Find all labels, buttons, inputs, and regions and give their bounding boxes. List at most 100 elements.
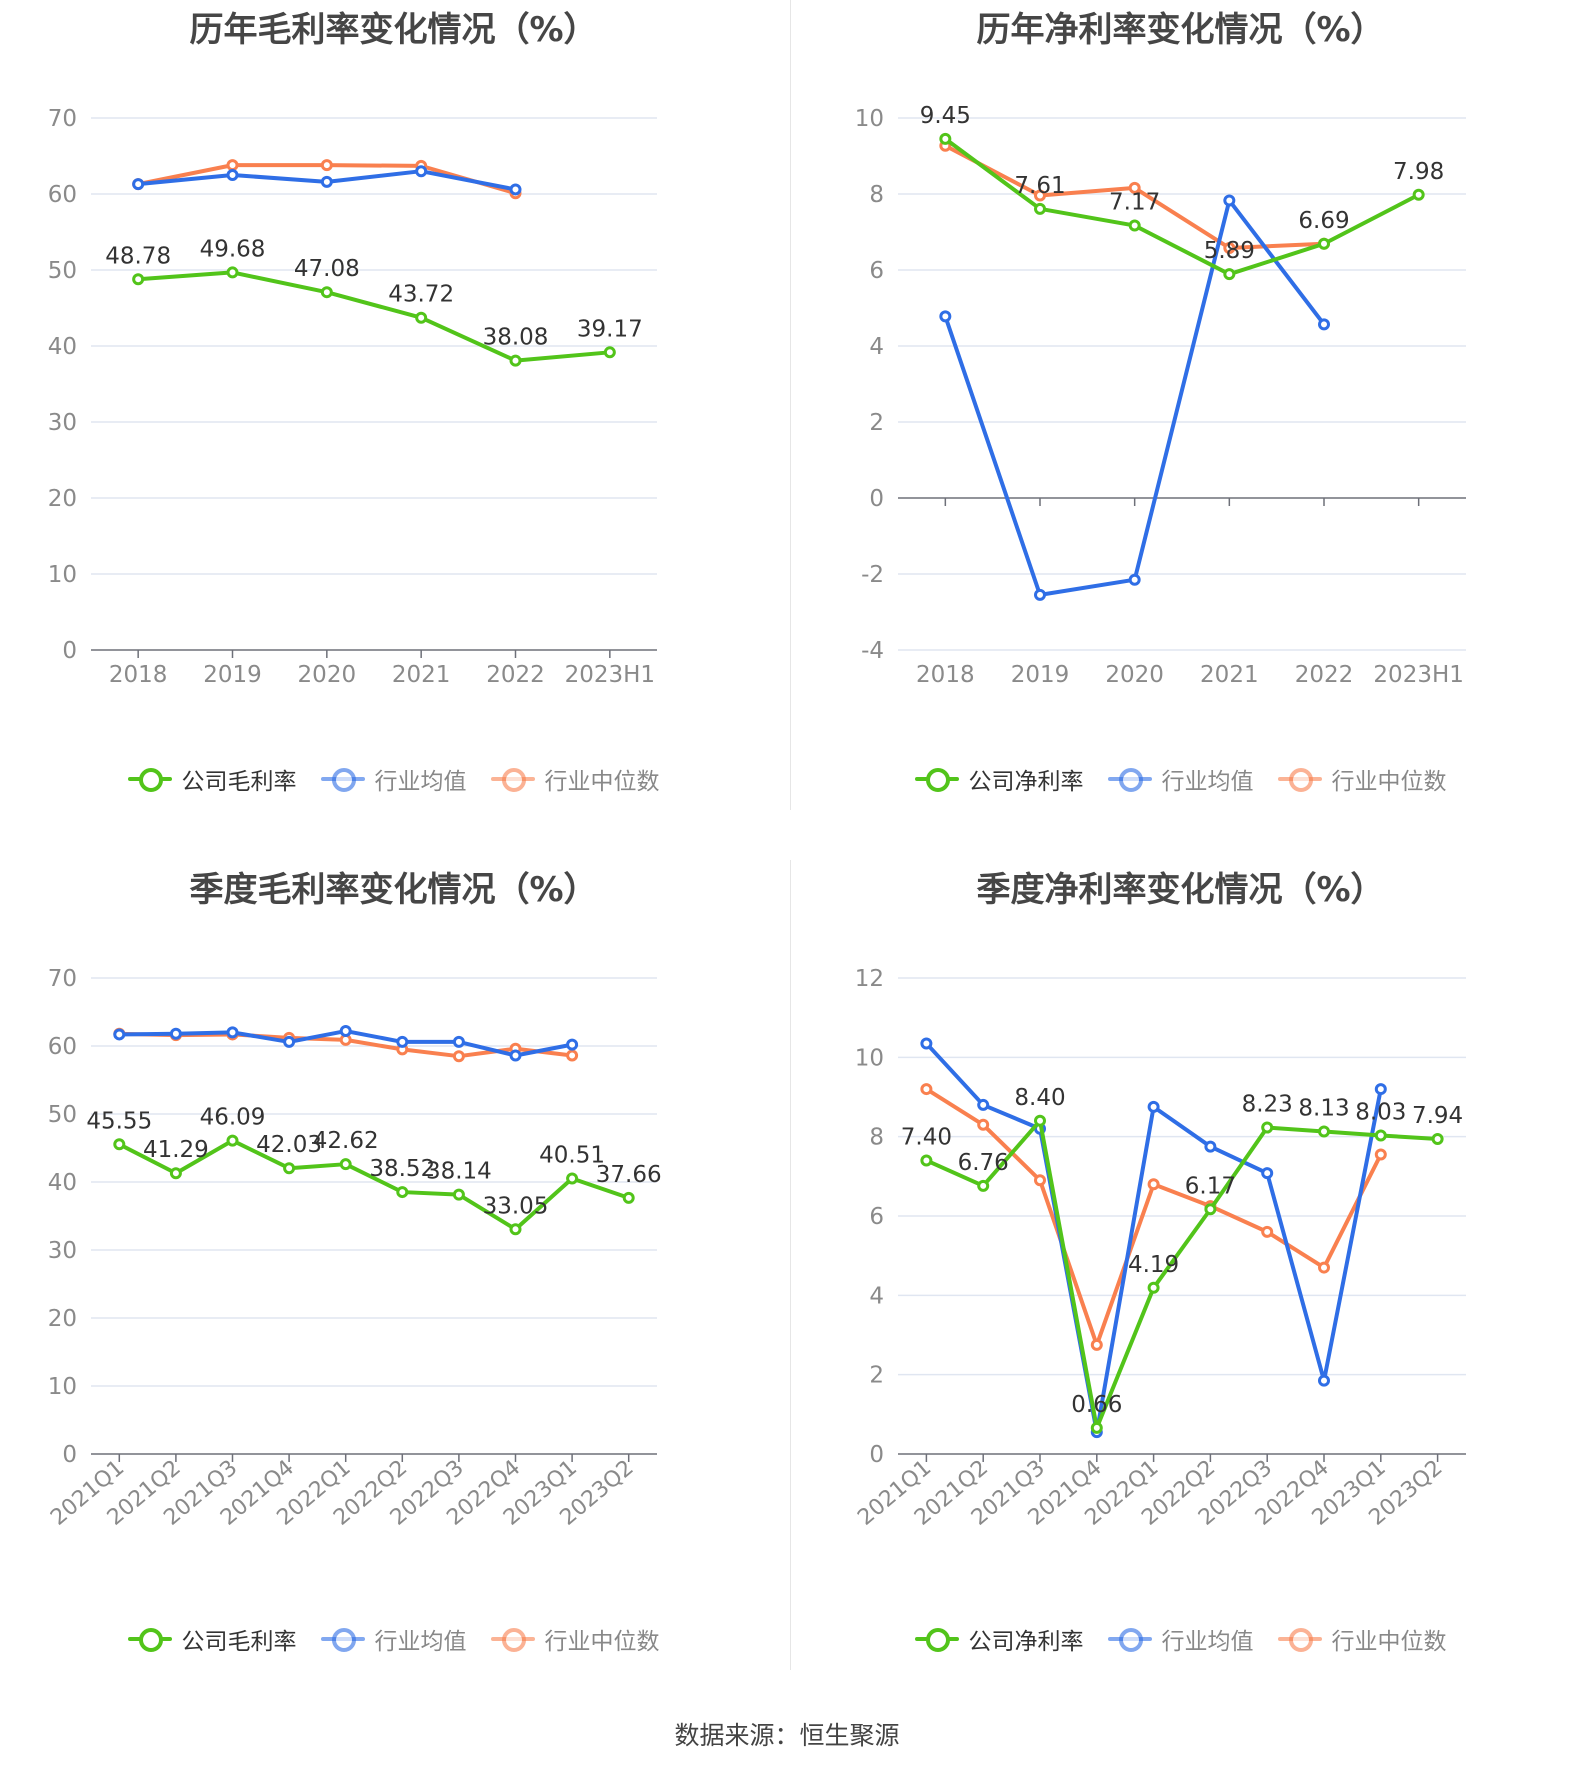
data-point-company[interactable] (169, 1167, 182, 1180)
legend-item-mean[interactable]: 行业均值 (1107, 1622, 1254, 1656)
legend-item-company[interactable]: 公司净利率 (914, 1622, 1084, 1656)
data-point-mean[interactable] (920, 1037, 933, 1050)
legend-item-median[interactable]: 行业中位数 (1277, 1622, 1447, 1656)
data-point-median[interactable] (1034, 1174, 1046, 1187)
data-point-mean[interactable] (1223, 194, 1236, 207)
data-point-mean[interactable] (509, 1049, 522, 1062)
data-point-company[interactable] (509, 1223, 522, 1236)
data-point-company[interactable] (603, 346, 616, 359)
data-point-median[interactable] (566, 1049, 579, 1062)
data-point-median[interactable] (1090, 1338, 1103, 1351)
data-point-mean[interactable] (283, 1035, 296, 1048)
legend-item-company[interactable]: 公司毛利率 (127, 762, 297, 796)
data-label: 37.66 (596, 1162, 662, 1188)
data-point-median[interactable] (1034, 189, 1046, 202)
data-point-company[interactable] (566, 1172, 579, 1185)
data-point-company[interactable] (283, 1162, 296, 1175)
data-point-company[interactable] (920, 1154, 933, 1167)
data-point-median[interactable] (920, 1083, 933, 1096)
data-point-median[interactable] (977, 1118, 990, 1131)
data-point-company[interactable] (1147, 1281, 1160, 1294)
data-point-company[interactable] (396, 1186, 409, 1199)
data-point-median[interactable] (320, 159, 333, 172)
data-point-company[interactable] (1204, 1203, 1217, 1216)
data-point-company[interactable] (339, 1158, 352, 1171)
data-point-median[interactable] (1147, 1178, 1160, 1191)
data-point-median[interactable] (1374, 1148, 1387, 1161)
y-tick-label: 40 (48, 1170, 77, 1196)
data-point-median[interactable] (1128, 181, 1141, 194)
data-point-company[interactable] (320, 286, 333, 299)
data-point-company[interactable] (132, 273, 145, 286)
data-point-mean[interactable] (226, 1026, 239, 1039)
plot-area: 0102030405060702021Q12021Q22021Q32021Q42… (46, 966, 662, 1531)
data-point-company[interactable] (622, 1191, 635, 1204)
legend-item-mean[interactable]: 行业均值 (320, 762, 467, 796)
plot-area: -4 -2 0 2 4 6 8 10 2018 2019 2020 2021 2022 2023H1 9.4… (855, 103, 1466, 688)
data-point-mean[interactable] (1147, 1100, 1160, 1113)
legend-label: 行业均值 (1161, 1629, 1254, 1655)
data-point-mean[interactable] (509, 183, 522, 196)
legend-line-circle-icon (490, 766, 535, 792)
data-point-company[interactable] (1034, 1114, 1046, 1127)
legend-item-mean[interactable]: 行业均值 (1107, 762, 1254, 796)
divider-bottom (790, 860, 791, 1670)
legend-label: 行业均值 (1161, 769, 1254, 795)
data-point-mean[interactable] (1374, 1083, 1387, 1096)
data-point-mean[interactable] (226, 169, 239, 181)
data-point-company[interactable] (113, 1138, 126, 1151)
legend-label: 行业中位数 (544, 769, 660, 795)
data-point-company[interactable] (1223, 268, 1236, 281)
data-point-company[interactable] (226, 266, 239, 279)
data-point-mean[interactable] (1318, 318, 1330, 331)
data-point-company[interactable] (1431, 1133, 1444, 1146)
data-point-company[interactable] (977, 1179, 990, 1192)
data-point-company[interactable] (1318, 237, 1330, 250)
data-point-median[interactable] (1261, 1225, 1274, 1238)
legend-item-median[interactable]: 行业中位数 (1277, 762, 1447, 796)
data-point-median[interactable] (226, 159, 239, 172)
y-tick-label: 6 (869, 258, 884, 284)
data-point-mean[interactable] (1204, 1140, 1217, 1153)
data-point-company[interactable] (1090, 1421, 1103, 1434)
legend-item-median[interactable]: 行业中位数 (490, 1622, 660, 1656)
data-point-company[interactable] (1261, 1121, 1274, 1134)
data-label: 7.94 (1412, 1103, 1463, 1129)
x-tick-label: 2021 (392, 662, 451, 688)
data-point-mean[interactable] (320, 175, 333, 188)
data-point-mean[interactable] (113, 1028, 126, 1041)
data-point-company[interactable] (452, 1188, 465, 1201)
legend-item-mean[interactable]: 行业均值 (320, 1622, 467, 1656)
data-point-company[interactable] (415, 311, 428, 324)
data-point-company[interactable] (1412, 188, 1425, 201)
data-point-mean[interactable] (1128, 573, 1141, 586)
data-point-mean[interactable] (1261, 1167, 1274, 1180)
data-point-mean[interactable] (977, 1098, 990, 1111)
data-point-mean[interactable] (339, 1025, 352, 1038)
series-line-mean (943, 198, 1326, 597)
data-point-mean[interactable] (415, 165, 428, 178)
data-point-mean[interactable] (132, 178, 145, 191)
data-point-mean[interactable] (1318, 1374, 1330, 1387)
y-tick-label: 0 (62, 1442, 77, 1468)
data-point-company[interactable] (1034, 202, 1046, 215)
data-point-company[interactable] (1374, 1129, 1387, 1142)
data-point-company[interactable] (226, 1134, 239, 1147)
legend-item-company[interactable]: 公司毛利率 (127, 1622, 297, 1656)
data-point-mean[interactable] (566, 1038, 579, 1051)
data-label: 7.61 (1014, 173, 1065, 199)
data-point-mean[interactable] (1034, 588, 1046, 601)
data-point-median[interactable] (1318, 1261, 1330, 1274)
data-point-mean[interactable] (169, 1027, 182, 1040)
legend-item-median[interactable]: 行业中位数 (490, 762, 660, 796)
data-point-company[interactable] (1128, 219, 1141, 232)
data-point-mean[interactable] (452, 1035, 465, 1048)
data-point-company[interactable] (509, 354, 522, 367)
legend-item-company[interactable]: 公司净利率 (914, 762, 1084, 796)
data-point-median[interactable] (1223, 241, 1236, 254)
data-point-mean[interactable] (939, 310, 952, 323)
data-point-mean[interactable] (396, 1035, 409, 1048)
data-point-median[interactable] (452, 1050, 465, 1063)
data-point-company[interactable] (1318, 1125, 1330, 1138)
data-point-company[interactable] (939, 132, 952, 145)
